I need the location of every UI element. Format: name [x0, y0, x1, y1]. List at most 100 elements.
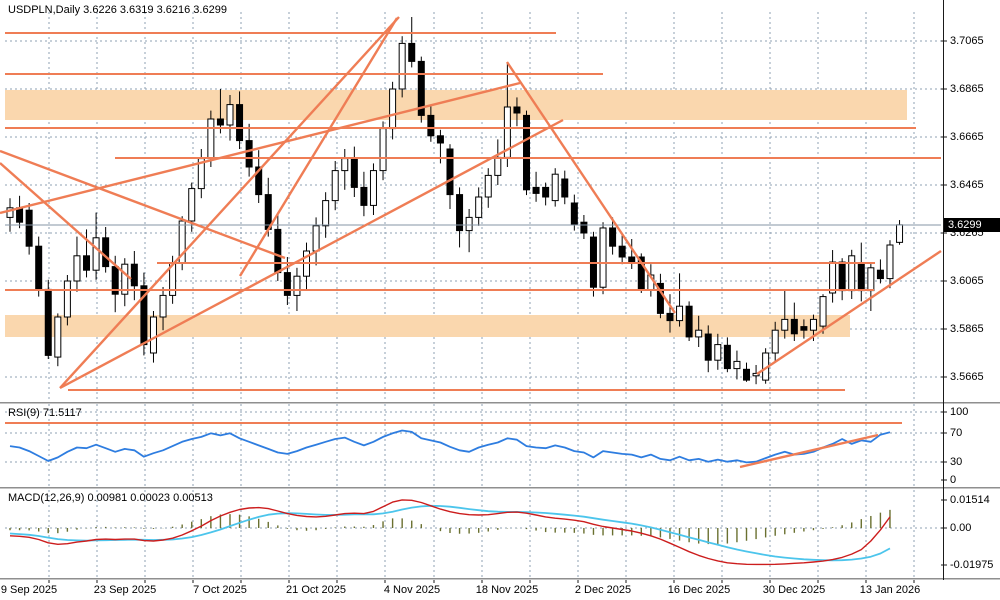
candle-body: [6, 207, 14, 218]
price-axis-label: 3.6265: [950, 227, 984, 239]
price-axis-label: 3.6065: [950, 275, 984, 287]
trend-line: [0, 81, 521, 215]
candle-body: [130, 263, 138, 287]
time-axis-label: 2 Dec 2025: [574, 584, 632, 596]
candle-body: [561, 178, 569, 198]
candle-body: [829, 261, 837, 294]
candle-body: [723, 344, 731, 370]
candle-body: [73, 255, 81, 282]
candle-body: [369, 170, 377, 206]
time-axis-label: 18 Nov 2025: [475, 584, 539, 596]
panel-separator-bottom: [0, 578, 1000, 580]
candle-body: [704, 333, 712, 361]
rsi-axis-label: 70: [950, 427, 963, 439]
bid-price-tag: 3.6299: [943, 218, 1000, 232]
candle-body: [427, 114, 435, 137]
price-axis-label: 3.6665: [950, 131, 984, 143]
rsi-indicator-label: RSI(9) 71.5117: [8, 407, 82, 419]
macd-indicator-label: MACD(12,26,9) 0.00981 0.00023 0.00513: [8, 492, 213, 504]
candle-body: [293, 275, 301, 296]
time-axis-label: 23 Sep 2025: [93, 584, 157, 596]
candle-body: [188, 188, 196, 222]
price-axis-label: 3.7065: [950, 35, 984, 47]
panel-separator-macd[interactable]: [0, 487, 1000, 489]
macd-axis-label: 0.00: [950, 522, 972, 534]
candle-body: [484, 174, 492, 198]
candle-body: [599, 227, 607, 288]
candle-body: [666, 312, 674, 322]
candle-body: [618, 245, 626, 258]
candle-body: [398, 42, 406, 90]
candle-body: [159, 294, 167, 318]
trend-line: [238, 17, 399, 277]
candle-body: [102, 237, 110, 268]
trend-line: [59, 118, 564, 390]
rsi-trend-line: [739, 433, 879, 469]
candle-body: [379, 128, 387, 172]
candle-body: [54, 316, 62, 358]
candle-body: [848, 255, 856, 292]
time-axis-label: 13 Jan 2026: [859, 584, 921, 596]
price-axis-label: 3.6865: [950, 83, 984, 95]
candle-body: [408, 42, 416, 62]
candle-body: [790, 318, 798, 335]
candle-body: [149, 316, 157, 354]
candle-body: [446, 148, 454, 196]
candle-body: [63, 280, 71, 318]
candle-body: [695, 329, 703, 338]
candle-body: [207, 118, 215, 160]
candle-body: [867, 267, 875, 292]
time-axis-label: 21 Oct 2025: [286, 584, 346, 596]
candle-body: [35, 245, 43, 290]
price-axis-label: 3.5865: [950, 323, 984, 335]
symbol-ohlc-header: USDPLN,Daily 3.6226 3.6319 3.6216 3.6299: [8, 4, 227, 16]
candle-body: [245, 140, 253, 168]
candle-body: [676, 305, 684, 322]
rsi-axis-label: 30: [950, 456, 963, 468]
macd-axis-label: 0.01514: [950, 494, 990, 506]
candle-body: [350, 158, 358, 188]
candle-body: [733, 360, 741, 370]
candle-body: [570, 202, 578, 226]
candle-body: [656, 282, 664, 314]
time-axis-label: 30 Dec 2025: [762, 584, 826, 596]
time-axis-label: 16 Dec 2025: [667, 584, 731, 596]
trend-line: [0, 162, 132, 280]
candle-body: [886, 244, 894, 280]
candle-body: [838, 261, 846, 292]
trend-line: [0, 149, 286, 260]
candle-body: [331, 170, 339, 202]
candle-body: [322, 200, 330, 227]
candle-body: [857, 263, 865, 292]
candle-body: [25, 209, 33, 247]
time-axis-label: 9 Sep 2025: [0, 584, 58, 596]
candle-body: [714, 344, 722, 361]
price-axis-label: 3.6465: [950, 179, 984, 191]
candle-body: [609, 227, 617, 247]
candle-body: [216, 118, 224, 126]
macd-axis-label: -0.01975: [950, 559, 994, 571]
panel-separator-rsi[interactable]: [0, 402, 1000, 404]
candle-body: [819, 296, 827, 327]
candle-body: [475, 196, 483, 218]
trend-line: [756, 250, 942, 375]
candle-body: [513, 106, 521, 114]
candle-body: [551, 173, 559, 202]
trend-line: [59, 16, 400, 389]
candle-body: [809, 318, 817, 331]
time-axis-label: 7 Oct 2025: [193, 584, 247, 596]
candle-body: [83, 255, 91, 271]
candle-body: [876, 269, 884, 280]
candle-body: [781, 318, 789, 331]
candle-body: [121, 263, 129, 295]
candle-body: [580, 221, 588, 234]
candle-body: [800, 326, 808, 331]
candle-body: [685, 305, 693, 338]
candle-body: [92, 237, 100, 271]
macd-main-line: [9, 499, 891, 566]
candle-body: [896, 224, 904, 243]
candle-body: [255, 166, 263, 196]
candle-body: [465, 216, 473, 232]
